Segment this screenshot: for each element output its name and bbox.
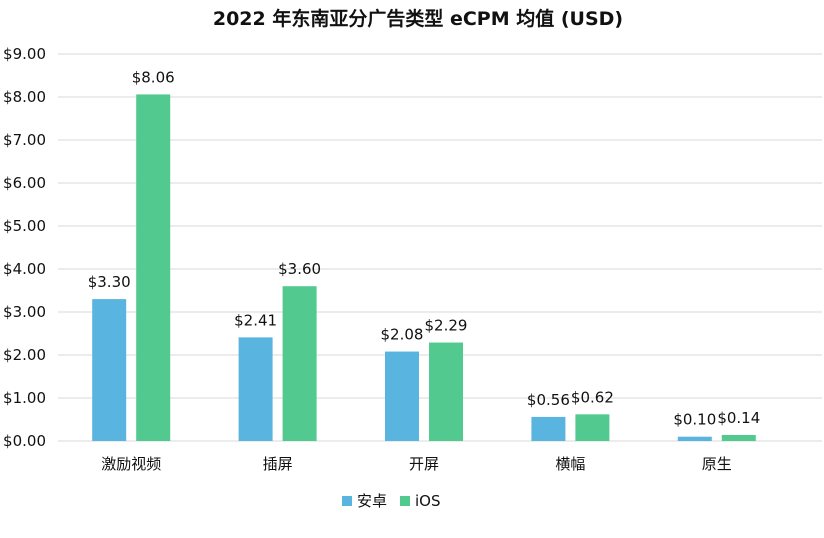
y-tick-label: $1.00 bbox=[3, 389, 46, 407]
bar bbox=[531, 416, 566, 441]
bars bbox=[92, 94, 756, 442]
bar bbox=[136, 94, 171, 442]
gridlines bbox=[58, 53, 822, 442]
y-tick-label: $4.00 bbox=[3, 260, 46, 278]
y-tick-label: $0.00 bbox=[3, 432, 46, 450]
x-category-label: 原生 bbox=[702, 455, 732, 473]
legend: 安卓 iOS bbox=[342, 492, 441, 510]
x-axis-categories: 激励视频 插屏 开屏 横幅 原生 bbox=[101, 455, 732, 473]
data-label: $0.14 bbox=[717, 409, 760, 427]
y-tick-label: $2.00 bbox=[3, 346, 46, 364]
x-category-label: 激励视频 bbox=[101, 455, 161, 473]
y-tick-label: $9.00 bbox=[3, 45, 46, 63]
legend-swatch bbox=[400, 496, 410, 506]
bar bbox=[282, 286, 317, 441]
bar bbox=[385, 351, 419, 441]
data-label: $0.56 bbox=[527, 391, 570, 409]
y-tick-label: $6.00 bbox=[3, 174, 46, 192]
data-label: $3.30 bbox=[88, 273, 131, 291]
bar bbox=[677, 436, 712, 441]
data-label: $2.08 bbox=[381, 326, 424, 344]
y-tick-label: $8.00 bbox=[3, 88, 46, 106]
chart-title: 2022 年东南亚分广告类型 eCPM 均值 (USD) bbox=[213, 7, 623, 30]
bar bbox=[575, 414, 610, 441]
data-label: $3.60 bbox=[278, 260, 321, 278]
legend-swatch bbox=[342, 496, 352, 506]
bar bbox=[92, 299, 127, 441]
legend-label: iOS bbox=[415, 492, 441, 510]
y-axis-ticks: $0.00 $1.00 $2.00 $3.00 $4.00 $5.00 $6.00 $7.00… bbox=[3, 45, 46, 450]
bar bbox=[721, 434, 756, 441]
legend-label: 安卓 bbox=[357, 492, 387, 510]
y-tick-label: $5.00 bbox=[3, 217, 46, 235]
data-labels: $3.30 $8.06 $2.41 $3.60 $2.08$2.29 $0.56 $0.62… bbox=[88, 68, 761, 428]
y-tick-label: $7.00 bbox=[3, 131, 46, 149]
data-label: $2.29 bbox=[425, 317, 468, 335]
data-label: $0.62 bbox=[571, 388, 614, 406]
x-category-label: 开屏 bbox=[409, 455, 439, 473]
data-label: $8.06 bbox=[132, 68, 175, 86]
bar bbox=[429, 342, 463, 441]
x-category-label: 插屏 bbox=[263, 455, 293, 473]
data-label: $0.10 bbox=[673, 411, 716, 429]
x-category-label: 横幅 bbox=[555, 455, 585, 473]
bar bbox=[238, 337, 273, 441]
y-tick-label: $3.00 bbox=[3, 303, 46, 321]
data-label: $2.41 bbox=[234, 311, 277, 329]
